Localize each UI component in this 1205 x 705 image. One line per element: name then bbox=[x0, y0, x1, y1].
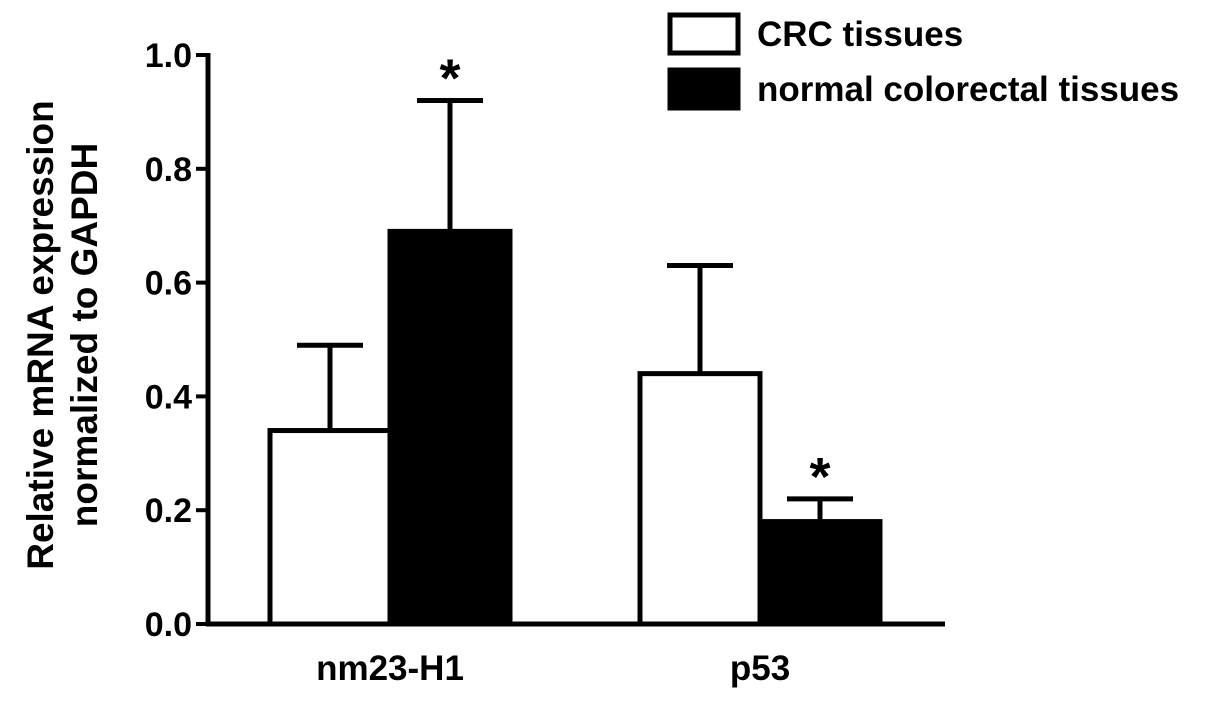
legend-swatch-normal bbox=[667, 67, 741, 111]
y-tick-label: 0.2 bbox=[145, 492, 192, 530]
y-tick-label: 0.6 bbox=[145, 265, 192, 303]
x-tick-label: nm23-H1 bbox=[316, 649, 464, 688]
x-tick-label: p53 bbox=[730, 649, 790, 688]
bar-normal-0 bbox=[387, 228, 513, 627]
significance-asterisk: * bbox=[439, 49, 460, 109]
legend-label-normal: normal colorectal tissues bbox=[757, 70, 1179, 109]
bar-crc-0 bbox=[267, 428, 393, 627]
legend: CRC tissues normal colorectal tissues bbox=[667, 12, 1179, 111]
bar-crc-1 bbox=[637, 371, 763, 627]
significance-asterisk: * bbox=[809, 447, 830, 507]
y-axis-title: Relative mRNA expression normalized to G… bbox=[20, 100, 105, 570]
axes bbox=[205, 53, 945, 627]
y-tick-label: 1.0 bbox=[145, 37, 192, 75]
bars bbox=[267, 228, 883, 627]
bar-normal-1 bbox=[757, 519, 883, 627]
y-axis-title-line-2: normalized to GAPDH bbox=[64, 143, 105, 527]
y-tick-label: 0.0 bbox=[145, 606, 192, 644]
y-axis-title-line-1: Relative mRNA expression bbox=[20, 100, 61, 570]
error-bars bbox=[297, 98, 853, 522]
legend-label-crc: CRC tissues bbox=[757, 15, 963, 54]
y-tick-label: 0.4 bbox=[145, 378, 192, 416]
x-axis-ticks: nm23-H1 p53 bbox=[316, 649, 790, 688]
legend-swatch-crc bbox=[667, 12, 741, 56]
y-axis-ticks: 0.0 0.2 0.4 0.6 0.8 1.0 bbox=[145, 37, 208, 644]
significance-markers: ** bbox=[439, 49, 830, 507]
y-tick-label: 0.8 bbox=[145, 151, 192, 189]
